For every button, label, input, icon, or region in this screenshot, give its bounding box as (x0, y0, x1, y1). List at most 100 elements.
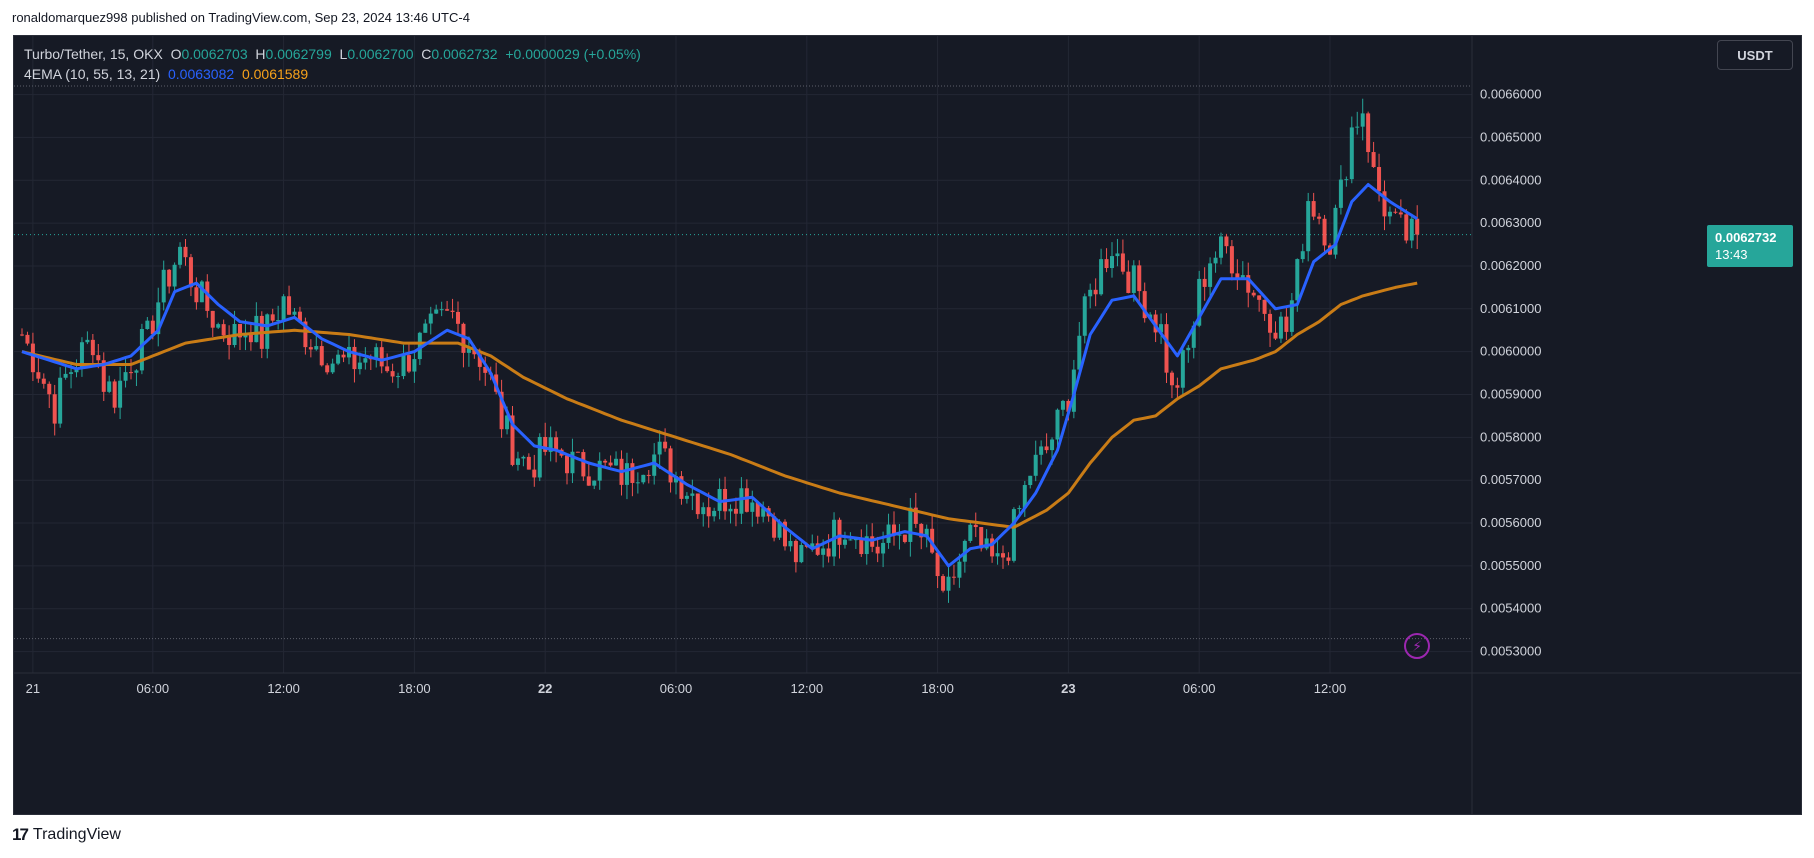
candle-body (287, 296, 292, 315)
candle-body (793, 540, 798, 563)
candle-body (461, 323, 466, 353)
high-label: H (255, 46, 266, 62)
candle-body (167, 269, 172, 287)
candle-body (1268, 313, 1273, 333)
candle-body (772, 516, 777, 538)
candle-body (902, 534, 907, 542)
candle-body (270, 314, 275, 321)
candle-body (248, 334, 253, 343)
candle-body (183, 246, 188, 258)
candle-body (1186, 347, 1191, 351)
candle-body (1088, 289, 1093, 297)
candle-body (406, 355, 411, 372)
y-tick-label: 0.0064000 (1480, 172, 1541, 187)
candle-body (990, 538, 995, 557)
candle-body (706, 507, 711, 517)
close-label: C (421, 46, 432, 62)
y-tick-label: 0.0053000 (1480, 644, 1541, 659)
x-tick-label: 06:00 (660, 681, 693, 696)
candle-body (47, 383, 52, 395)
candle-body (1311, 201, 1316, 217)
candle-body (1197, 278, 1202, 326)
candle-body (701, 507, 706, 515)
candle-body (881, 542, 886, 554)
candle-body (892, 524, 896, 535)
candle-body (499, 391, 504, 430)
candle-body (1131, 265, 1136, 293)
candle-body (635, 482, 640, 484)
candle-body (145, 320, 150, 329)
candle-body (924, 528, 929, 538)
candle-body (292, 311, 297, 315)
candle-body (1219, 236, 1223, 258)
x-tick-label: 12:00 (1314, 681, 1347, 696)
candle-body (679, 476, 684, 499)
candle-body (401, 355, 406, 377)
candle-body (379, 347, 384, 367)
chart-legend: Turbo/Tether, 15, OKX O0.0062703 H0.0062… (24, 44, 641, 84)
candle-body (581, 452, 586, 477)
candle-body (1137, 265, 1142, 292)
candle-body (1050, 439, 1055, 451)
candle-body (1306, 201, 1311, 252)
indicator-name[interactable]: 4EMA (10, 55, 13, 21) (24, 66, 161, 82)
ema-lines (21, 183, 1418, 568)
chart-pane[interactable]: 0.0053000 0.0054000 0.0055000 0.0056000 0.00… (13, 35, 1802, 815)
x-tick-label: 21 (26, 681, 40, 696)
publisher-line: ronaldomarquez998 published on TradingVi… (12, 10, 470, 25)
candle-body (456, 311, 460, 324)
candle-body (210, 310, 215, 328)
candle-body (205, 281, 210, 311)
y-tick-label: 0.0065000 (1480, 129, 1541, 144)
candle-body (565, 455, 569, 474)
candle-body (919, 523, 924, 538)
high-value: 0.0062799 (265, 46, 332, 62)
candle-body (1404, 214, 1409, 241)
candle-body (1202, 278, 1207, 287)
candle-body (341, 354, 346, 358)
candlestick-chart[interactable]: 0.0053000 0.0054000 0.0055000 0.0056000 0.00… (14, 36, 1801, 814)
candle-body (1175, 385, 1180, 388)
candle-body (161, 269, 166, 303)
candle-body (178, 246, 183, 265)
lightning-bolt-icon[interactable]: ⚡ (1404, 633, 1431, 659)
candle-body (575, 451, 580, 453)
candle-body (423, 323, 428, 333)
candle-body (1017, 508, 1022, 510)
x-tick-label: 12:00 (267, 681, 300, 696)
candle-body (810, 543, 815, 547)
candle-body (690, 493, 695, 496)
candle-body (319, 346, 324, 366)
candle-body (951, 576, 956, 578)
candle-body (1224, 236, 1229, 247)
candle-body (199, 281, 204, 303)
currency-button[interactable]: USDT (1717, 40, 1793, 70)
close-value: 0.0062732 (431, 46, 498, 62)
y-tick-label: 0.0063000 (1480, 215, 1541, 230)
y-tick-label: 0.0054000 (1480, 601, 1541, 616)
candle-body (570, 451, 575, 474)
candle-body (652, 454, 657, 476)
y-tick-label: 0.0060000 (1480, 344, 1541, 359)
candle-body (156, 302, 161, 335)
candle-body (79, 342, 84, 369)
candle-body (1333, 207, 1338, 255)
candle-body (69, 372, 74, 374)
candle-body (276, 320, 281, 322)
candle-body (908, 507, 913, 542)
candle-body (314, 346, 319, 350)
footer-brand[interactable]: 17 TradingView (12, 825, 121, 845)
brand-name: TradingView (32, 826, 121, 843)
candle-body (1273, 332, 1278, 339)
open-label: O (170, 46, 182, 62)
candle-body (543, 436, 548, 452)
candle-body (859, 539, 864, 555)
candle-body (1317, 216, 1322, 219)
symbol-title[interactable]: Turbo/Tether, 15, OKX (24, 46, 163, 62)
candle-body (532, 469, 537, 478)
candle-body (374, 347, 379, 359)
candle-body (684, 495, 689, 499)
candle-body (521, 456, 526, 459)
bar-countdown: 13:43 (1715, 246, 1748, 262)
candle-body (973, 524, 978, 528)
